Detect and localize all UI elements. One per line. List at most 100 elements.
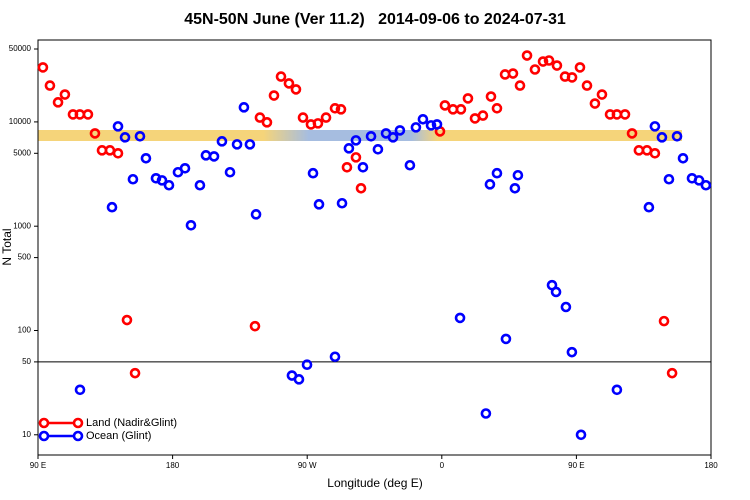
point	[560, 301, 572, 313]
point	[677, 152, 689, 164]
point	[179, 163, 191, 174]
point	[254, 112, 266, 123]
point	[410, 122, 422, 133]
point	[59, 89, 71, 100]
x-tick-label: 90 E	[568, 461, 584, 470]
point	[194, 179, 206, 191]
point	[297, 112, 309, 123]
point	[529, 64, 541, 75]
point	[112, 121, 124, 132]
point	[566, 346, 578, 358]
x-axis-label: Longitude (deg E)	[327, 476, 422, 490]
legend-marker	[38, 417, 50, 429]
point	[543, 55, 555, 66]
point	[336, 197, 348, 209]
legend-marker	[72, 417, 84, 429]
point	[350, 152, 362, 163]
point	[512, 169, 524, 181]
point	[596, 89, 608, 100]
plot-frame	[37, 39, 712, 456]
point	[551, 60, 563, 71]
point	[372, 144, 384, 155]
point	[106, 201, 118, 213]
y-tick-label: 50	[22, 357, 31, 366]
point	[663, 173, 675, 185]
point	[550, 286, 562, 298]
point	[425, 120, 437, 131]
point	[307, 167, 319, 179]
point	[417, 113, 429, 125]
point	[649, 148, 661, 159]
point	[693, 175, 705, 186]
point	[350, 135, 362, 146]
point	[185, 220, 197, 231]
point	[581, 80, 593, 91]
point	[129, 367, 141, 379]
y-tick-label: 5000	[13, 148, 31, 157]
point	[365, 130, 377, 142]
point	[224, 166, 236, 178]
y-tick-label: 10	[22, 430, 31, 439]
y-tick-label: 50000	[9, 44, 32, 53]
point	[329, 351, 341, 363]
x-tick-label: 180	[704, 461, 718, 470]
point	[574, 62, 586, 73]
point	[626, 128, 638, 139]
point	[313, 199, 325, 210]
point	[163, 179, 175, 191]
point	[387, 132, 399, 143]
y-tick-label: 500	[18, 253, 32, 262]
point	[121, 314, 133, 326]
y-axis-label: N Total	[0, 228, 14, 265]
point	[394, 125, 406, 136]
point	[477, 110, 489, 121]
point	[134, 130, 146, 142]
point	[208, 151, 220, 162]
point	[238, 102, 250, 113]
point	[249, 320, 261, 332]
point	[268, 90, 280, 101]
point	[283, 78, 295, 89]
point	[404, 159, 416, 171]
point	[649, 121, 661, 132]
point	[656, 132, 668, 143]
point	[611, 384, 623, 396]
point	[216, 136, 228, 147]
point	[74, 384, 86, 396]
point	[521, 50, 533, 61]
x-tick-label: 0	[440, 461, 445, 470]
point	[301, 359, 313, 370]
y-tick-label: 10000	[9, 117, 32, 126]
point	[509, 182, 521, 194]
point	[455, 104, 467, 115]
x-tick-label: 90 E	[30, 461, 46, 470]
point	[454, 312, 466, 324]
point	[491, 167, 503, 179]
point	[261, 117, 273, 128]
legend-label: Land (Nadir&Glint)	[86, 417, 177, 429]
point	[485, 91, 497, 102]
point	[666, 367, 678, 379]
legend-marker	[38, 430, 50, 442]
point	[244, 139, 256, 150]
chart-title: 45N-50N June (Ver 11.2) 2014-09-06 to 20…	[184, 11, 566, 28]
point	[275, 71, 287, 82]
point	[290, 84, 302, 95]
background-band	[38, 130, 682, 141]
point	[491, 103, 503, 114]
x-tick-label: 90 W	[298, 461, 317, 470]
point	[700, 179, 712, 191]
point	[156, 175, 168, 186]
point	[231, 139, 243, 150]
point	[82, 109, 94, 120]
point	[480, 408, 492, 419]
point	[431, 119, 443, 130]
point	[643, 201, 655, 213]
point	[484, 179, 496, 190]
point	[37, 62, 49, 73]
x-tick-label: 180	[166, 461, 180, 470]
point	[658, 315, 670, 327]
point	[514, 80, 526, 91]
point	[357, 162, 369, 173]
point	[250, 209, 262, 220]
